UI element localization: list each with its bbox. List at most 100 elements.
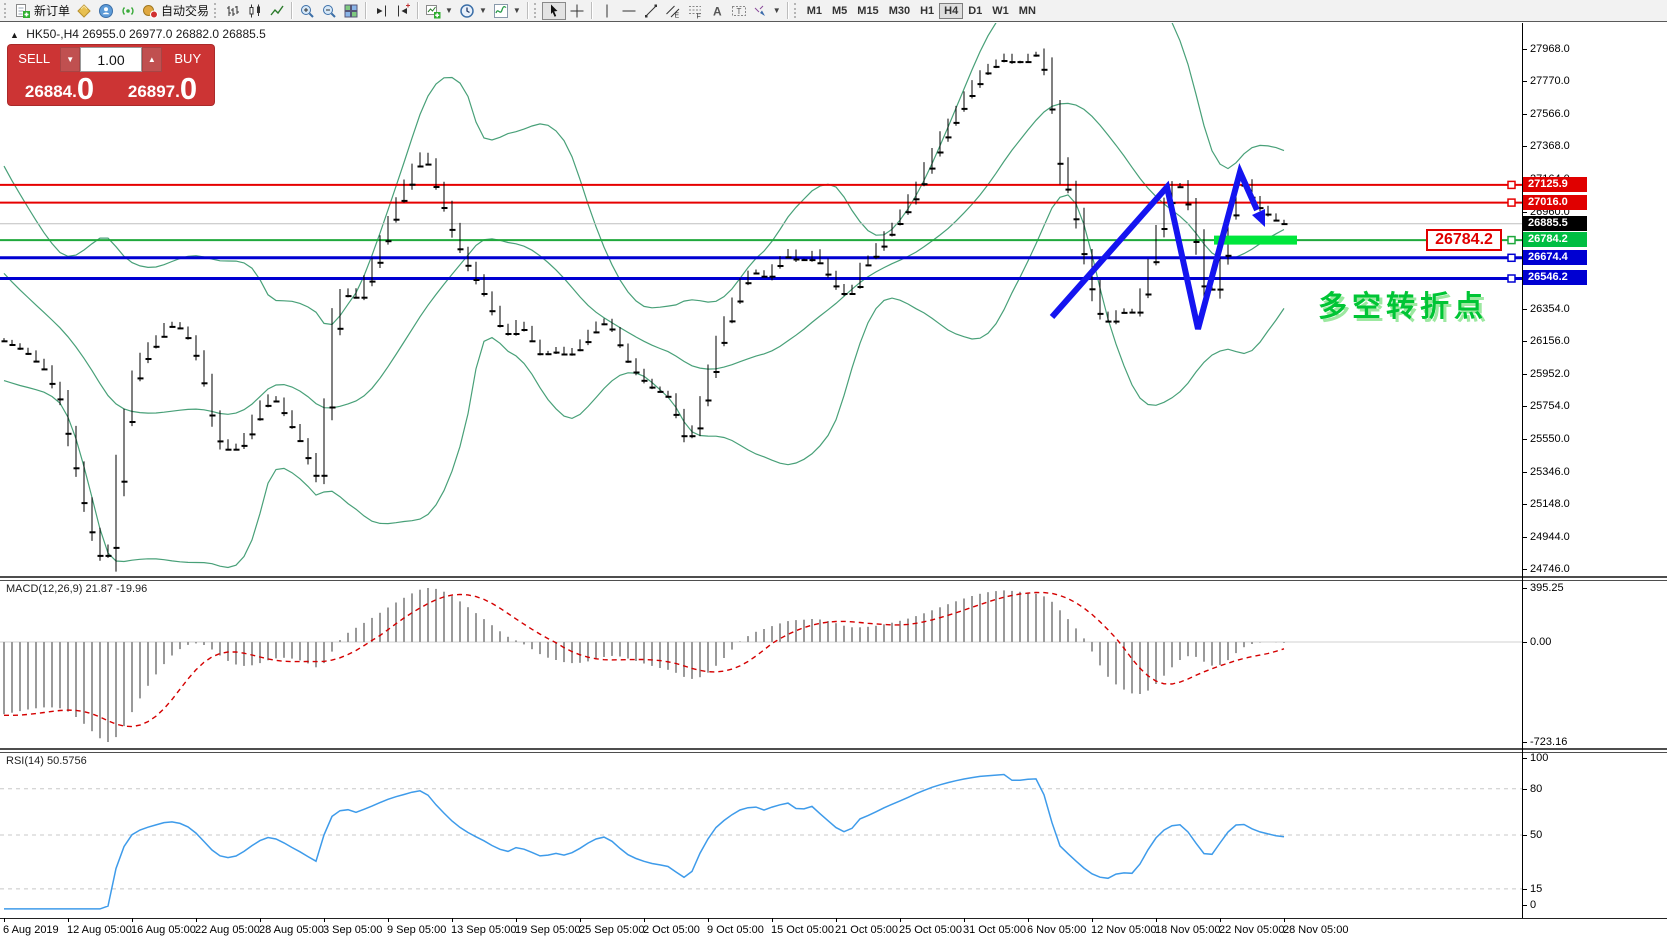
market-button[interactable] — [73, 1, 95, 21]
time-axis-label: 3 Sep 05:00 — [323, 924, 383, 936]
arrows-dropdown[interactable]: ▼ — [750, 1, 784, 21]
dropdown-caret-icon: ▼ — [478, 6, 487, 15]
vertical-line-tool-button[interactable] — [596, 1, 618, 21]
volume-decrease-button[interactable]: ▼ — [60, 47, 80, 72]
macd-panel-separator[interactable] — [0, 576, 1667, 581]
text-tool-button[interactable]: A — [706, 1, 728, 21]
tf-button-m1[interactable]: M1 — [806, 4, 822, 17]
market-diamond-icon — [77, 3, 91, 18]
one-click-trading-panel: SELL ▼ 1.00 ▲ BUY 26884. 0 26897. 0 — [8, 45, 214, 105]
time-axis-label: 28 Nov 05:00 — [1283, 924, 1349, 936]
sell-price-pips: 0 — [76, 71, 95, 106]
tf-button-mn[interactable]: MN — [1018, 4, 1036, 17]
shift-chart-button[interactable] — [370, 1, 392, 21]
indicators-icon — [493, 3, 508, 18]
price-tick — [1522, 569, 1527, 570]
chart-line-button[interactable] — [266, 1, 288, 21]
vertical-line-icon — [606, 4, 608, 17]
svg-text:E: E — [674, 12, 679, 19]
profiles-dropdown[interactable]: ▼ — [456, 1, 490, 21]
chart-ohlc-values: 26955.0 26977.0 26882.0 26885.5 — [82, 27, 266, 41]
price-tick — [1522, 309, 1527, 310]
price-tick — [1522, 146, 1527, 147]
rsi-tick — [1522, 789, 1527, 790]
time-axis-label: 15 Oct 05:00 — [771, 924, 834, 936]
tf-button-m30[interactable]: M30 — [888, 4, 911, 17]
tf-button-h1[interactable]: H1 — [920, 4, 935, 17]
chart-candles-button[interactable] — [244, 1, 266, 21]
rsi-tick — [1522, 905, 1527, 906]
autotrading-button[interactable]: 自动交易 — [139, 1, 212, 21]
indicators-dropdown[interactable]: ▼ — [490, 1, 524, 21]
rsi-label: RSI(14) 50.5756 — [6, 755, 87, 767]
new-order-label: 新订单 — [34, 4, 71, 18]
tile-windows-button[interactable] — [340, 1, 362, 21]
time-axis-label: 25 Oct 05:00 — [899, 924, 962, 936]
new-chart-icon — [426, 4, 441, 18]
zoom-in-button[interactable] — [296, 1, 318, 21]
signals-button[interactable] — [117, 1, 139, 21]
tf-button-m15[interactable]: M15 — [857, 4, 879, 17]
time-tick — [516, 918, 517, 922]
time-tick — [68, 918, 69, 922]
cursor-tool-button[interactable] — [541, 1, 566, 20]
text-label-tool-button[interactable]: T — [728, 1, 750, 21]
crosshair-tool-button[interactable] — [566, 1, 588, 21]
rsi-canvas[interactable] — [0, 752, 1522, 916]
price-axis-border — [1522, 23, 1523, 918]
new-order-button[interactable]: 新订单 — [12, 1, 73, 21]
channel-tool-button[interactable]: E — [662, 1, 684, 21]
price-annotation-box[interactable]: 26784.2 — [1426, 229, 1502, 251]
time-tick — [132, 918, 133, 922]
chart-bars-button[interactable] — [222, 1, 244, 21]
time-tick — [580, 918, 581, 922]
sell-price-main: 26884 — [24, 82, 73, 101]
turning-point-annotation: 多空转折点 — [1318, 291, 1489, 323]
price-tick-label: 27770.0 — [1530, 75, 1570, 87]
main-chart-canvas[interactable] — [0, 23, 1522, 577]
rsi-axis-label: 0 — [1530, 899, 1537, 911]
price-level-label: 26885.5 — [1523, 216, 1587, 231]
time-axis-label: 6 Nov 05:00 — [1027, 924, 1087, 936]
rsi-panel-separator[interactable] — [0, 748, 1667, 753]
trendline-tool-button[interactable] — [640, 1, 662, 21]
cursor-icon — [550, 4, 558, 17]
sell-price[interactable]: 26884. 0 — [24, 71, 95, 106]
tf-button-m5[interactable]: M5 — [832, 4, 848, 17]
toolbar-separator — [526, 2, 529, 19]
new-chart-dropdown[interactable]: ▼ — [422, 1, 456, 21]
toolbar-drag-handle — [214, 3, 218, 18]
rsi-tick — [1522, 835, 1527, 836]
macd-canvas[interactable] — [0, 580, 1522, 748]
price-tick-label: 27968.0 — [1530, 43, 1570, 55]
community-button[interactable] — [95, 1, 117, 21]
crosshair-icon — [570, 4, 584, 17]
tf-button-d1[interactable]: D1 — [968, 4, 983, 17]
macd-axis-label: -723.16 — [1530, 736, 1568, 748]
buy-button[interactable]: BUY — [174, 51, 202, 66]
sell-button[interactable]: SELL — [18, 51, 51, 66]
volume-input[interactable]: 1.00 — [79, 47, 143, 72]
tf-button-w1[interactable]: W1 — [992, 4, 1009, 17]
volume-increase-button[interactable]: ▲ — [142, 47, 162, 72]
price-tick — [1522, 472, 1527, 473]
time-axis-label: 9 Oct 05:00 — [707, 924, 764, 936]
price-level-label: 27016.0 — [1523, 195, 1587, 210]
new-order-icon — [16, 3, 30, 18]
time-axis-label: 21 Oct 05:00 — [835, 924, 898, 936]
tf-button-h4[interactable]: H4 — [939, 2, 964, 19]
price-level-label: 26784.2 — [1523, 232, 1587, 247]
time-axis-border — [0, 918, 1667, 919]
buy-price[interactable]: 26897. 0 — [127, 71, 198, 106]
time-tick — [4, 918, 5, 922]
time-tick — [964, 918, 965, 922]
macd-label: MACD(12,26,9) 21.87 -19.96 — [6, 583, 148, 595]
fibonacci-tool-button[interactable]: F — [684, 1, 706, 21]
autoscroll-button[interactable] — [392, 1, 414, 21]
svg-text:A: A — [713, 4, 722, 18]
time-tick — [1156, 918, 1157, 922]
horizontal-line-tool-button[interactable] — [618, 1, 640, 21]
zoom-out-button[interactable] — [318, 1, 340, 21]
toolbar-separator — [291, 2, 294, 19]
